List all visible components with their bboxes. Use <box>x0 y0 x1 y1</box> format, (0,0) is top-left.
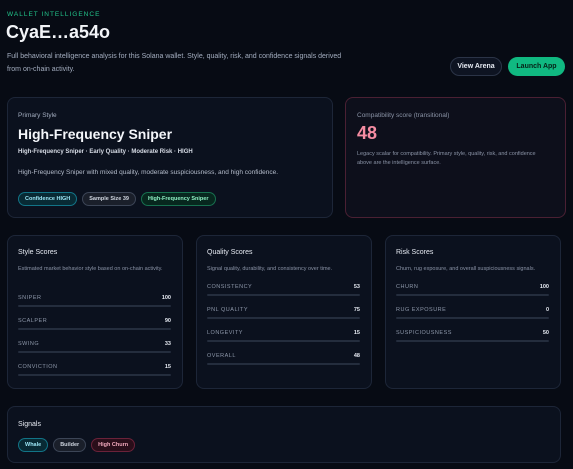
metric-overall: OVERALL 48 <box>207 352 360 365</box>
metric-track <box>207 363 360 365</box>
metric-value: 48 <box>353 353 360 359</box>
primary-style-name: High-Frequency Sniper <box>18 126 173 142</box>
style-scores-card: Style Scores Estimated market behavior s… <box>7 235 183 389</box>
metric-value: 15 <box>353 330 360 336</box>
risk-scores-description: Churn, rug exposure, and overall suspici… <box>396 266 536 272</box>
primary-style-subtitle: High-Frequency Sniper · Early Quality · … <box>18 149 193 155</box>
metric-track <box>396 294 549 296</box>
metric-value: 75 <box>353 307 360 313</box>
primary-style-description: High-Frequency Sniper with mixed quality… <box>18 169 279 176</box>
metric-track <box>207 294 360 296</box>
metric-track <box>18 374 171 376</box>
signals-tag-row: Whale Builder High Churn <box>18 438 136 452</box>
style-scores-title: Style Scores <box>18 249 58 256</box>
launch-app-button[interactable]: Launch App <box>508 57 565 76</box>
style-scores-description: Estimated market behavior style based on… <box>18 266 163 272</box>
metric-value: 100 <box>539 284 549 290</box>
metric-label: CHURN <box>396 284 419 290</box>
metric-row: CONVICTION 15 <box>18 363 171 371</box>
metric-label: SCALPER <box>18 318 48 324</box>
signals-title: Signals <box>18 421 41 428</box>
metric-row: PNL QUALITY 75 <box>207 306 360 314</box>
quality-scores-description: Signal quality, durability, and consiste… <box>207 266 333 272</box>
metric-suspiciousness: SUSPICIOUSNESS 50 <box>396 329 549 342</box>
metric-label: CONVICTION <box>18 364 58 370</box>
sample-size-tag: Sample Size 39 <box>82 192 136 206</box>
metric-row: SNIPER 100 <box>18 294 171 302</box>
metric-row: LONGEVITY 15 <box>207 329 360 337</box>
metric-label: SNIPER <box>18 295 42 301</box>
metric-label: CONSISTENCY <box>207 284 253 290</box>
metric-value: 90 <box>164 318 171 324</box>
metric-value: 53 <box>353 284 360 290</box>
compatibility-label: Compatibility score (transitional) <box>357 112 450 119</box>
metric-label: OVERALL <box>207 353 236 359</box>
signal-tag-whale: Whale <box>18 438 49 452</box>
metric-value: 50 <box>542 330 549 336</box>
metric-track <box>207 317 360 319</box>
metric-longevity: LONGEVITY 15 <box>207 329 360 342</box>
compatibility-score: 48 <box>357 123 378 143</box>
metric-sniper: SNIPER 100 <box>18 294 171 307</box>
metric-track <box>207 340 360 342</box>
metric-track <box>18 305 171 307</box>
signals-card: Signals Whale Builder High Churn <box>7 406 561 463</box>
page-eyebrow: WALLET INTELLIGENCE <box>7 11 101 18</box>
risk-scores-card: Risk Scores Churn, rug exposure, and ove… <box>385 235 561 389</box>
page-description: Full behavioral intelligence analysis fo… <box>7 53 342 73</box>
metric-track <box>396 317 549 319</box>
metric-value: 33 <box>164 341 171 347</box>
metric-consistency: CONSISTENCY 53 <box>207 283 360 296</box>
metric-label: SUSPICIOUSNESS <box>396 330 452 336</box>
metric-rug-exposure: RUG EXPOSURE 0 <box>396 306 549 319</box>
primary-style-card: Primary Style High-Frequency Sniper High… <box>7 97 333 218</box>
metric-scalper: SCALPER 90 <box>18 317 171 330</box>
signal-tag-builder: Builder <box>53 438 87 452</box>
metric-label: PNL QUALITY <box>207 307 249 313</box>
metric-label: SWING <box>18 341 40 347</box>
quality-scores-title: Quality Scores <box>207 249 253 256</box>
compatibility-note: Legacy scalar for compatibility. Primary… <box>357 151 536 166</box>
metric-churn: CHURN 100 <box>396 283 549 296</box>
metric-row: RUG EXPOSURE 0 <box>396 306 549 314</box>
quality-scores-card: Quality Scores Signal quality, durabilit… <box>196 235 372 389</box>
metric-track <box>396 340 549 342</box>
metric-value: 100 <box>161 295 171 301</box>
metric-value: 0 <box>545 307 549 313</box>
signal-tag-high-churn: High Churn <box>91 438 136 452</box>
metric-pnl-quality: PNL QUALITY 75 <box>207 306 360 319</box>
metric-row: OVERALL 48 <box>207 352 360 360</box>
metric-row: SWING 33 <box>18 340 171 348</box>
compatibility-card: Compatibility score (transitional) 48 Le… <box>345 97 566 218</box>
view-arena-button[interactable]: View Arena <box>450 57 502 76</box>
metric-track <box>18 351 171 353</box>
wallet-title: CyaE…a54o <box>6 22 111 42</box>
confidence-tag: Confidence HIGH <box>18 192 78 206</box>
metric-row: SCALPER 90 <box>18 317 171 325</box>
metric-swing: SWING 33 <box>18 340 171 353</box>
primary-style-label: Primary Style <box>18 112 57 119</box>
risk-scores-title: Risk Scores <box>396 249 434 256</box>
metric-value: 15 <box>164 364 171 370</box>
metric-label: RUG EXPOSURE <box>396 307 447 313</box>
primary-tag-row: Confidence HIGH Sample Size 39 High-Freq… <box>18 192 216 206</box>
metric-conviction: CONVICTION 15 <box>18 363 171 376</box>
metric-row: CHURN 100 <box>396 283 549 291</box>
metric-track <box>18 328 171 330</box>
metric-row: CONSISTENCY 53 <box>207 283 360 291</box>
metric-row: SUSPICIOUSNESS 50 <box>396 329 549 337</box>
metric-label: LONGEVITY <box>207 330 243 336</box>
style-tag: High-Frequency Sniper <box>140 192 216 206</box>
